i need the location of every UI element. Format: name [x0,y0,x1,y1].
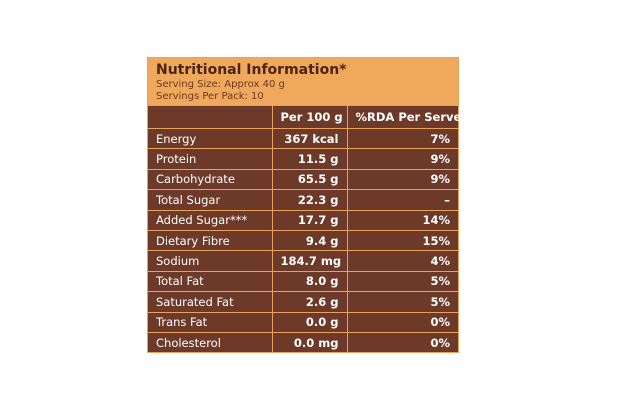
nutrient-name: Total Fat [148,270,273,293]
nutrient-value: 2.6 g [271,291,348,313]
nutrient-name: Protein [148,148,273,170]
column-header: %RDA Per Serve** [346,105,473,129]
nutrient-value: 9% [346,168,458,191]
nutrient-value: 367 kcal [271,127,348,150]
table-row: Cholesterol 0.0 mg 0% [148,331,458,353]
nutrient-name: Trans Fat [148,311,273,333]
table-row: Total Sugar 22.3 g – [148,189,458,211]
nutrient-value: 0% [346,331,458,353]
table-row: Total Fat 8.0 g 5% [148,270,458,293]
nutrient-name: Saturated Fat [148,291,273,313]
table-body: Energy 367 kcal 7% Protein 11.5 g 9% Carbohydr… [148,127,458,353]
nutrition-table: Per 100 g %RDA Per Serve** Energy 367 kcal… [148,105,473,353]
title: Nutritional Information* [156,62,347,78]
card-header: Nutritional Information* Serving Size: A… [148,58,458,105]
nutrient-value: 9.4 g [271,229,348,252]
nutrition-card: Nutritional Information* Serving Size: A… [147,57,473,354]
nutrient-name: Dietary Fibre [148,229,273,252]
header-row: Per 100 g %RDA Per Serve** [148,105,473,129]
nutrient-value: 17.7 g [271,209,348,231]
nutrient-name: Cholesterol [148,331,273,353]
servings-per-pack: Servings Per Pack: 10 [156,91,264,102]
table-row: Energy 367 kcal 7% [148,127,458,150]
table-row: Dietary Fibre 9.4 g 15% [148,229,458,252]
nutrient-name: Total Sugar [148,189,273,211]
nutrient-value: – [346,189,458,211]
nutrient-name: Added Sugar*** [148,209,273,231]
nutrient-value: 22.3 g [271,189,348,211]
table-row: Trans Fat 0.0 g 0% [148,311,458,333]
table-row: Added Sugar*** 17.7 g 14% [148,209,458,231]
nutrient-value: 5% [346,270,458,293]
header-cell [148,105,273,129]
table-row: Saturated Fat 2.6 g 5% [148,291,458,313]
table-row: Sodium 184.7 mg 4% [148,250,458,272]
table-row: Carbohydrate 65.5 g 9% [148,168,458,191]
nutrient-value: 0.0 mg [271,331,348,353]
nutrient-value: 65.5 g [271,168,348,191]
nutrient-value: 0.0 g [271,311,348,333]
nutrient-value: 9% [346,148,458,170]
column-header: Per 100 g [271,105,348,129]
nutrient-name: Energy [148,127,273,150]
nutrient-value: 4% [346,250,458,272]
nutrient-value: 0% [346,311,458,333]
nutrient-value: 14% [346,209,458,231]
table-row: Protein 11.5 g 9% [148,148,458,170]
nutrient-value: 7% [346,127,458,150]
nutrient-value: 5% [346,291,458,313]
nutrient-name: Carbohydrate [148,168,273,191]
nutrient-name: Sodium [148,250,273,272]
nutrient-value: 15% [346,229,458,252]
nutrient-value: 8.0 g [271,270,348,293]
serving-size: Serving Size: Approx 40 g [156,79,285,90]
nutrient-value: 184.7 mg [271,250,348,272]
nutrient-value: 11.5 g [271,148,348,170]
